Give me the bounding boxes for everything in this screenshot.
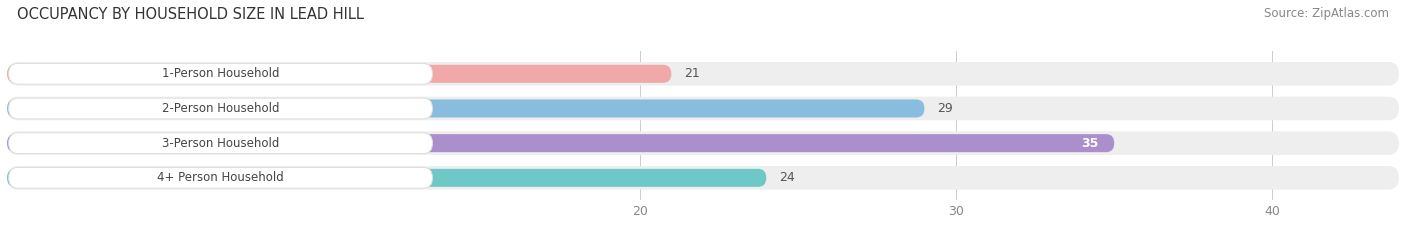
FancyBboxPatch shape: [8, 168, 433, 188]
Text: Source: ZipAtlas.com: Source: ZipAtlas.com: [1264, 7, 1389, 20]
FancyBboxPatch shape: [7, 65, 672, 83]
Text: 1-Person Household: 1-Person Household: [162, 67, 280, 80]
FancyBboxPatch shape: [7, 134, 1115, 152]
Text: 29: 29: [936, 102, 953, 115]
FancyBboxPatch shape: [8, 98, 433, 119]
FancyBboxPatch shape: [7, 99, 925, 117]
FancyBboxPatch shape: [7, 166, 1399, 190]
Text: 35: 35: [1081, 137, 1098, 150]
Text: 2-Person Household: 2-Person Household: [162, 102, 280, 115]
FancyBboxPatch shape: [7, 62, 1399, 86]
FancyBboxPatch shape: [7, 169, 766, 187]
FancyBboxPatch shape: [7, 97, 1399, 120]
Text: 24: 24: [779, 171, 794, 184]
Text: 4+ Person Household: 4+ Person Household: [157, 171, 284, 184]
Text: 21: 21: [685, 67, 700, 80]
Text: 3-Person Household: 3-Person Household: [162, 137, 280, 150]
FancyBboxPatch shape: [8, 63, 433, 84]
Text: OCCUPANCY BY HOUSEHOLD SIZE IN LEAD HILL: OCCUPANCY BY HOUSEHOLD SIZE IN LEAD HILL: [17, 7, 364, 22]
FancyBboxPatch shape: [8, 133, 433, 154]
FancyBboxPatch shape: [7, 131, 1399, 155]
